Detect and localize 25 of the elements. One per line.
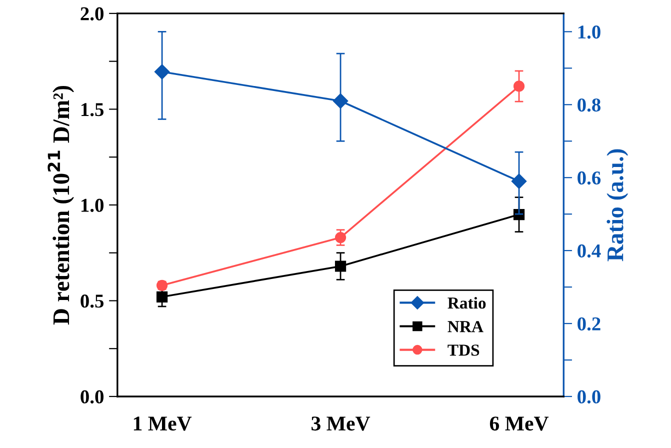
point bbox=[511, 174, 527, 189]
y2-tick-label: 1.0 bbox=[578, 25, 600, 39]
y2-tick-label: 0.8 bbox=[578, 98, 600, 112]
point bbox=[156, 291, 168, 302]
legend-label: NRA bbox=[448, 321, 484, 332]
y2-axis-title: Ratio (a.u.) bbox=[606, 149, 628, 262]
y2-tick-label: 0.0 bbox=[578, 390, 600, 404]
y-tick-label: 0.5 bbox=[80, 294, 104, 308]
y-tick-label: 1.0 bbox=[81, 198, 104, 212]
y-tick-label: 2.0 bbox=[80, 7, 104, 20]
point bbox=[334, 232, 346, 244]
point bbox=[513, 80, 525, 92]
legend-label: Ratio bbox=[448, 296, 486, 309]
y-axis-title: D retention (10$^{21}$ D/m²) bbox=[48, 86, 74, 325]
point bbox=[334, 260, 346, 272]
y2-tick-label: 0.4 bbox=[578, 244, 601, 258]
legend-label: TDS bbox=[448, 344, 480, 356]
y-tick-label: 0.0 bbox=[80, 390, 104, 404]
y-tick-label: 1.5 bbox=[81, 103, 104, 116]
point bbox=[154, 64, 170, 80]
y2-tick-label: 0.6 bbox=[578, 171, 601, 185]
x-tick-label: 6 MeV bbox=[490, 416, 549, 431]
x-tick-label: 1 MeV bbox=[134, 416, 192, 431]
x-tick-label: 3 MeV bbox=[312, 416, 370, 431]
y2-tick-label: 0.2 bbox=[578, 317, 600, 331]
